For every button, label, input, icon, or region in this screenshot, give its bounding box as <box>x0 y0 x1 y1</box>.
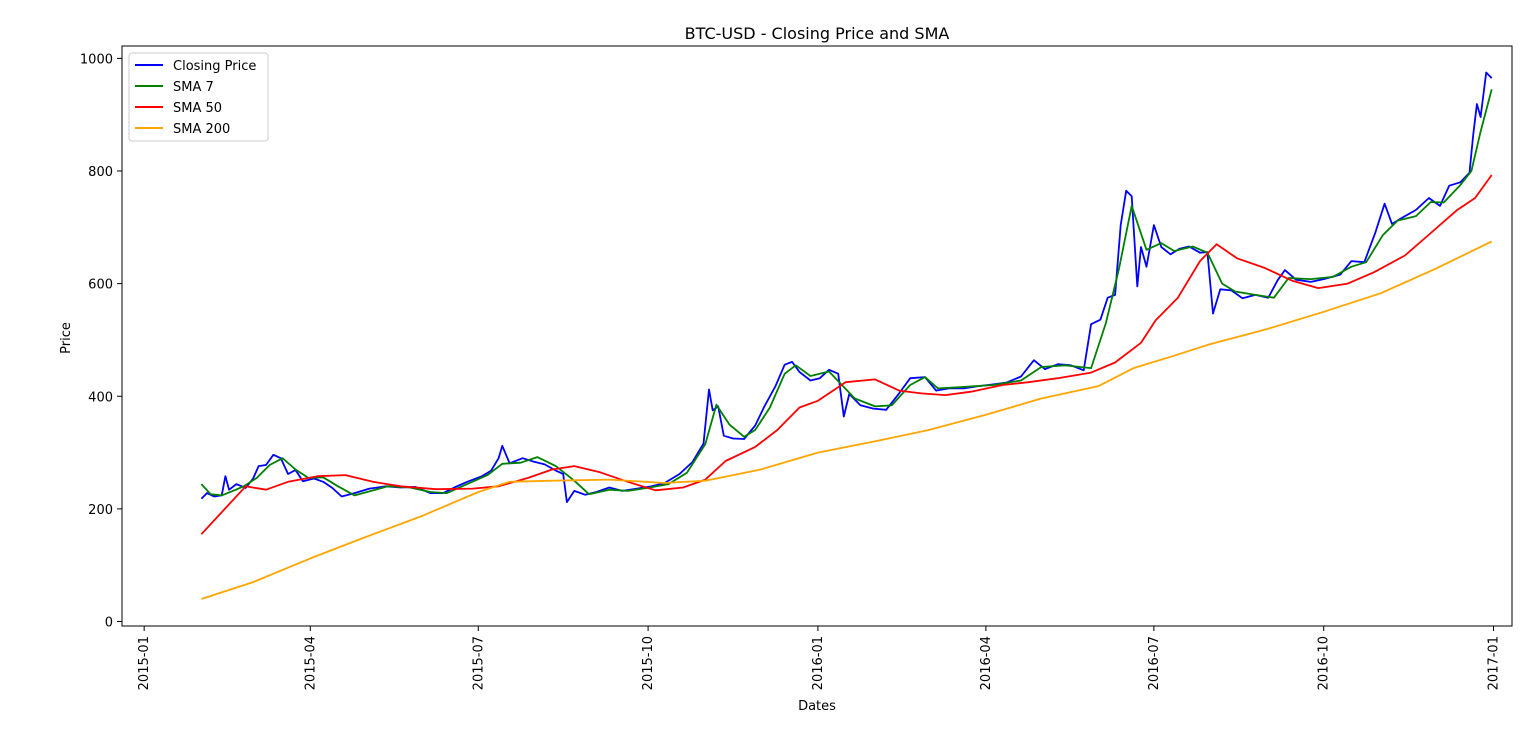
y-tick-label: 600 <box>88 278 113 293</box>
x-tick-label: 2016-10 <box>1317 636 1332 690</box>
x-tick-label: 2015-04 <box>303 636 318 690</box>
y-tick-label: 800 <box>88 165 113 180</box>
x-tick-label: 2017-01 <box>1487 636 1502 690</box>
x-axis-title: Dates <box>798 699 836 714</box>
y-axis: 0 200 400 600 800 1000 <box>80 52 122 630</box>
x-tick-label: 2015-10 <box>641 636 656 690</box>
x-tick-label: 2016-07 <box>1147 636 1162 690</box>
chart-title: BTC-USD - Closing Price and SMA <box>685 24 950 43</box>
series-layer <box>200 71 1493 600</box>
plot-area <box>121 45 1513 627</box>
y-tick-label: 0 <box>105 615 113 630</box>
legend-entry-3: SMA 50 <box>173 101 222 116</box>
y-axis-title: Price <box>59 322 74 354</box>
y-tick-label: 1000 <box>80 52 113 67</box>
legend: Closing Price SMA 7 SMA 50 SMA 200 <box>128 52 269 142</box>
y-tick-label: 400 <box>88 390 113 405</box>
x-tick-label: 2016-01 <box>811 636 826 690</box>
legend-entry-4: SMA 200 <box>173 122 230 137</box>
legend-entry-1: Closing Price <box>173 59 256 74</box>
legend-box <box>128 52 269 142</box>
series-line-4 <box>201 240 1493 600</box>
y-tick-label: 200 <box>88 503 113 518</box>
x-tick-label: 2016-04 <box>979 636 994 690</box>
series-line-3 <box>200 174 1493 535</box>
x-tick-label: 2015-01 <box>137 636 152 690</box>
series-line-2 <box>200 89 1493 497</box>
x-axis: 2015-01 2015-04 2015-07 2015-10 2016-01 2016-… <box>137 626 1502 690</box>
plot-frame <box>121 45 1513 627</box>
legend-entry-2: SMA 7 <box>173 80 214 95</box>
x-tick-label: 2015-07 <box>471 636 486 690</box>
